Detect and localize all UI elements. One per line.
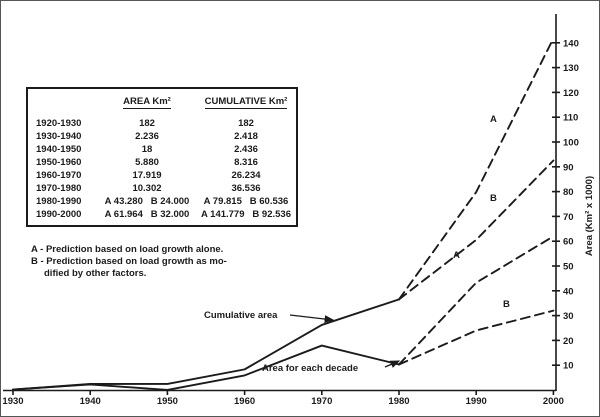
- annotation-arrow: [289, 314, 335, 323]
- x-tick-label: 1950: [157, 396, 178, 407]
- cumulative-area-prediction-b-line: [398, 159, 555, 301]
- x-tick-label: 1930: [2, 396, 23, 407]
- table-cell-area: 182: [139, 118, 155, 129]
- table-header: AREA Km² CUMULATIVE Km²: [28, 96, 296, 109]
- table-row: 1990-2000 A 61.964 B 32.000 A 141.779 B 92…: [28, 208, 296, 221]
- annotation-area-for-each-decade: Area for each decade: [262, 363, 358, 374]
- table-cell-period: 1920-1930: [36, 118, 82, 129]
- table-cell-cumulative: A 141.779 B 92.536: [201, 209, 291, 220]
- x-tick-label: 1960: [234, 396, 255, 407]
- y-tick-label: 20: [563, 336, 574, 347]
- table-cell-cumulative: 182: [238, 118, 254, 129]
- table-cell-cumulative: A 79.815 B 60.536: [203, 196, 289, 207]
- y-tick-label: 30: [563, 311, 574, 322]
- y-tick-label: 110: [563, 113, 578, 124]
- table-row: 1980-1990 A 43.280 B 24.000 A 79.815 B 60.…: [28, 195, 296, 208]
- prediction-notes: A - Prediction based on load growth alon…: [31, 244, 227, 280]
- table-cell-area: 5.880: [135, 157, 159, 168]
- table-row: 1960-1970 17.919 26.234: [28, 169, 296, 182]
- table-cell-period: 1960-1970: [36, 170, 82, 181]
- decade-area-prediction-b-line: [398, 309, 555, 366]
- table-cell-area: A 43.280 B 24.000: [104, 196, 190, 207]
- chart-layer: 1930 1940 1950 1960 1970 1980 1990 2000 10 20 30 40…: [2, 14, 595, 407]
- table-cell-period: 1970-1980: [36, 183, 82, 194]
- annotation-a: A: [490, 114, 497, 125]
- y-tick-label: 100: [563, 138, 579, 149]
- annotation-b: B: [490, 193, 497, 204]
- table-cell-period: 1940-1950: [36, 144, 82, 155]
- table-cell-area: 18: [141, 144, 153, 155]
- table-cell-period: 1930-1940: [36, 131, 82, 142]
- note-prediction-b-line1: B - Prediction based on load growth as m…: [31, 256, 227, 267]
- area-table-body: 1920-1930 182 182 1930-1940 2.236 2.418 1940-1…: [28, 117, 296, 221]
- y-tick-label: 50: [563, 262, 574, 273]
- table-cell-cumulative: 26.234: [231, 170, 261, 181]
- y-tick-label: 10: [563, 361, 574, 372]
- table-cell-period: 1990-2000: [36, 209, 82, 220]
- table-row: 1970-1980 10.302 36.536: [28, 182, 296, 195]
- area-data-table: AREA Km² CUMULATIVE Km² 1920-1930 182 182 1…: [26, 87, 298, 227]
- note-prediction-a: A - Prediction based on load growth alon…: [31, 244, 224, 255]
- y-tick-label: 120: [563, 88, 579, 99]
- table-row: 1920-1930 182 182: [28, 117, 296, 130]
- table-cell-cumulative: 2.436: [234, 144, 258, 155]
- table-row: 1940-1950 18 2.436: [28, 143, 296, 156]
- note-prediction-b-line2: dified by other factors.: [44, 268, 147, 279]
- table-header-area: AREA Km²: [123, 96, 171, 109]
- x-tick-label: 1970: [311, 396, 332, 407]
- decade-area-prediction-a-line: [398, 235, 555, 366]
- x-tick-label: 1980: [388, 396, 409, 407]
- table-row: 1950-1960 5.880 8.316: [28, 156, 296, 169]
- annotation-cumulative-area: Cumulative area: [204, 310, 278, 321]
- table-cell-area: A 61.964 B 32.000: [104, 209, 190, 220]
- table-row: 1930-1940 2.236 2.418: [28, 130, 296, 143]
- table-cell-period: 1950-1960: [36, 157, 82, 168]
- y-tick-label: 80: [563, 187, 574, 198]
- table-header-cumulative: CUMULATIVE Km²: [204, 96, 288, 109]
- table-cell-area: 17.919: [132, 170, 162, 181]
- table-cell-cumulative: 8.316: [234, 157, 258, 168]
- x-tick-label: 1940: [80, 396, 101, 407]
- y-tick-label: 60: [563, 237, 574, 248]
- y-tick-label: 40: [563, 286, 574, 297]
- table-cell-area: 2.236: [135, 131, 159, 142]
- y-tick-label: 90: [563, 162, 574, 173]
- annotation-arrow: [384, 360, 401, 368]
- annotation-a: A: [453, 250, 460, 261]
- table-cell-cumulative: 36.536: [231, 183, 261, 194]
- y-tick-label: 130: [563, 63, 579, 74]
- decade-area-historical-line: [12, 344, 400, 391]
- y-axis-title: Area (Km² x 1000): [584, 176, 595, 256]
- table-cell-period: 1980-1990: [36, 196, 82, 207]
- x-tick-label: 2000: [543, 396, 564, 407]
- cumulative-area-prediction-a-line: [398, 37, 555, 301]
- y-tick-label: 70: [563, 212, 574, 223]
- table-cell-cumulative: 2.418: [234, 131, 258, 142]
- table-cell-area: 10.302: [132, 183, 162, 194]
- y-tick-label: 140: [563, 38, 579, 49]
- annotation-b: B: [503, 299, 510, 310]
- x-tick-label: 1990: [466, 396, 487, 407]
